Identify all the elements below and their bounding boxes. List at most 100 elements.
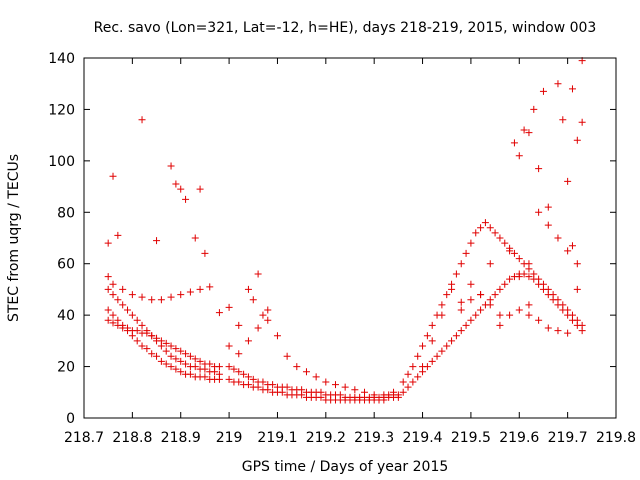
data-point	[573, 285, 581, 293]
data-point	[196, 185, 204, 193]
data-point	[414, 352, 422, 360]
data-point	[472, 311, 480, 319]
data-point	[172, 345, 180, 353]
data-point	[448, 337, 456, 345]
data-point	[124, 306, 132, 314]
data-point	[409, 378, 417, 386]
data-point	[438, 311, 446, 319]
data-point	[215, 309, 223, 317]
data-point	[312, 373, 320, 381]
data-point	[361, 388, 369, 396]
data-point	[244, 285, 252, 293]
data-point	[419, 363, 427, 371]
data-point	[167, 162, 175, 170]
data-point	[370, 391, 378, 399]
data-point	[438, 301, 446, 309]
data-point	[114, 296, 122, 304]
data-point	[201, 249, 209, 257]
data-point	[172, 355, 180, 363]
data-point	[568, 311, 576, 319]
data-point	[530, 270, 538, 278]
data-point	[510, 139, 518, 147]
data-point	[515, 273, 523, 281]
data-point	[177, 291, 185, 299]
data-point	[104, 285, 112, 293]
y-tick-label: 140	[48, 51, 75, 67]
data-point	[554, 327, 562, 335]
data-point	[443, 342, 451, 350]
data-point	[167, 352, 175, 360]
data-point	[564, 329, 572, 337]
data-point	[225, 342, 233, 350]
x-tick-label: 218.9	[161, 430, 201, 446]
x-tick-label: 219	[216, 430, 243, 446]
chart-title: Rec. savo (Lon=321, Lat=-12, h=HE), days…	[94, 20, 597, 36]
data-point	[283, 383, 291, 391]
data-point	[559, 116, 567, 124]
data-point	[201, 373, 209, 381]
data-point	[554, 80, 562, 88]
data-point	[564, 177, 572, 185]
data-point	[491, 229, 499, 237]
data-point	[525, 311, 533, 319]
data-point	[539, 280, 547, 288]
data-point	[119, 285, 127, 293]
data-point	[428, 337, 436, 345]
data-point	[501, 239, 509, 247]
data-point	[172, 365, 180, 373]
data-point	[554, 296, 562, 304]
data-point	[153, 237, 161, 245]
y-tick-label: 120	[48, 102, 75, 118]
data-point	[520, 270, 528, 278]
data-point	[399, 388, 407, 396]
data-point	[240, 370, 248, 378]
data-point	[186, 288, 194, 296]
x-tick-label: 219.1	[257, 430, 297, 446]
data-point	[264, 316, 272, 324]
data-point	[404, 383, 412, 391]
data-points	[104, 57, 586, 404]
data-point	[568, 242, 576, 250]
x-tick-label: 219.4	[402, 430, 442, 446]
data-point	[177, 347, 185, 355]
data-point	[525, 301, 533, 309]
data-point	[215, 370, 223, 378]
data-point	[191, 234, 199, 242]
data-point	[414, 373, 422, 381]
data-point	[153, 352, 161, 360]
data-point	[191, 363, 199, 371]
data-point	[230, 365, 238, 373]
data-point	[206, 360, 214, 368]
data-point	[467, 296, 475, 304]
data-point	[167, 342, 175, 350]
data-point	[486, 224, 494, 232]
data-point	[544, 324, 552, 332]
data-point	[244, 373, 252, 381]
data-point	[448, 285, 456, 293]
data-point	[341, 383, 349, 391]
data-point	[157, 296, 165, 304]
y-tick-label: 100	[48, 154, 75, 170]
data-point	[273, 332, 281, 340]
data-point	[177, 185, 185, 193]
data-point	[128, 311, 136, 319]
data-point	[235, 350, 243, 358]
data-point	[462, 249, 470, 257]
data-point	[109, 172, 117, 180]
data-point	[544, 285, 552, 293]
data-point	[457, 306, 465, 314]
x-tick-label: 219.3	[354, 430, 394, 446]
data-point	[215, 363, 223, 371]
data-point	[491, 291, 499, 299]
data-point	[225, 303, 233, 311]
data-point	[573, 260, 581, 268]
data-point	[249, 296, 257, 304]
data-point	[225, 363, 233, 371]
data-point	[428, 357, 436, 365]
data-point	[235, 368, 243, 376]
data-point	[114, 231, 122, 239]
data-point	[506, 275, 514, 283]
y-tick-label: 0	[66, 411, 75, 427]
data-point	[530, 105, 538, 113]
data-point	[298, 386, 306, 394]
